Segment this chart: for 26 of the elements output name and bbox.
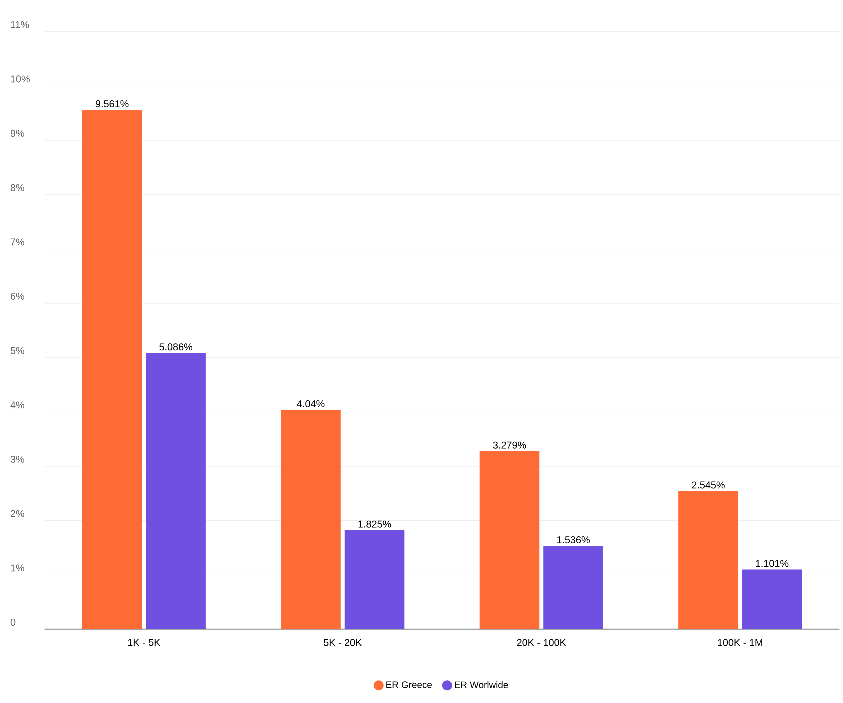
y-tick-label: 10% xyxy=(11,76,30,83)
y-tick-label: 9% xyxy=(10,130,24,137)
y-tick-label: 0 xyxy=(10,618,16,626)
data-label: 1.536% xyxy=(557,536,590,544)
legend-label: ER Worlwide xyxy=(455,681,508,688)
y-tick-label: 1% xyxy=(11,564,24,572)
y-tick-label: 6% xyxy=(10,292,24,300)
y-tick-label: 2% xyxy=(10,510,24,518)
data-label: 3.279% xyxy=(493,442,526,449)
x-tick-label: 5K - 20K xyxy=(324,639,362,646)
y-tick-label: 8% xyxy=(10,184,24,192)
data-label: 1.825% xyxy=(358,520,392,528)
x-tick-label: 1K - 5K xyxy=(128,639,161,646)
x-tick-label: 100K - 1M xyxy=(718,639,762,646)
y-tick-label: 4% xyxy=(10,402,24,409)
y-tick-label: 11% xyxy=(11,21,30,28)
y-tick-label: 7% xyxy=(11,238,24,246)
data-label: 9.561% xyxy=(96,100,129,108)
x-tick-label: 20K - 100K xyxy=(517,639,566,646)
y-tick-label: 3% xyxy=(10,456,24,463)
data-label: 5.086% xyxy=(160,344,193,351)
data-label: 2.545% xyxy=(692,482,725,489)
data-label: 1.101% xyxy=(756,560,789,568)
data-label: 4.04% xyxy=(297,400,325,408)
y-tick-label: 5% xyxy=(10,347,24,354)
legend-label: ER Greece xyxy=(386,682,432,688)
